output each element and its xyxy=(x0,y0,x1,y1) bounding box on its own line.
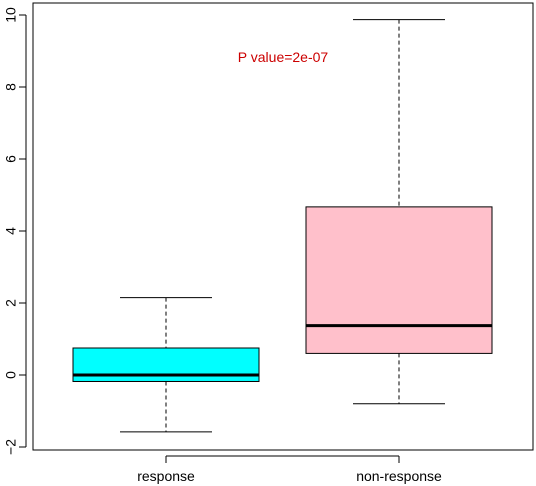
p-value-annotation: P value=2e-07 xyxy=(238,49,329,65)
y-axis: −2 0 2 4 6 8 10 xyxy=(3,7,27,455)
y-tick-label: 2 xyxy=(3,299,19,307)
y-tick-label: 8 xyxy=(3,83,19,91)
y-tick-label: 4 xyxy=(3,227,19,235)
x-tick-label: non-response xyxy=(356,468,442,484)
y-tick-label: −2 xyxy=(3,439,19,455)
y-tick-label: 0 xyxy=(3,371,19,379)
x-axis: response non-response xyxy=(137,455,442,484)
x-tick-label: response xyxy=(137,468,195,484)
box-iqr xyxy=(305,206,493,354)
box-non-response xyxy=(305,19,493,405)
plot-frame xyxy=(32,2,534,451)
y-tick-label: 10 xyxy=(3,7,19,23)
boxes xyxy=(72,19,493,433)
y-tick-label: 6 xyxy=(3,155,19,163)
box-response xyxy=(72,297,260,433)
